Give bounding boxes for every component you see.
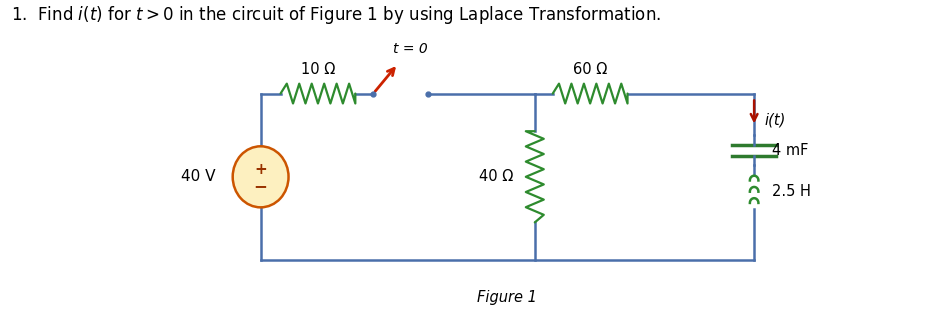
Text: Figure 1: Figure 1 bbox=[478, 290, 537, 305]
Text: t = 0: t = 0 bbox=[394, 42, 428, 56]
Text: 40 Ω: 40 Ω bbox=[479, 169, 513, 184]
Text: i(t): i(t) bbox=[764, 113, 786, 128]
Text: 40 V: 40 V bbox=[181, 169, 216, 184]
Text: 1.  Find $i(t)$ for $t > 0$ in the circuit of Figure 1 by using Laplace Transfor: 1. Find $i(t)$ for $t > 0$ in the circui… bbox=[11, 4, 661, 26]
Ellipse shape bbox=[232, 146, 288, 207]
Text: +: + bbox=[254, 162, 267, 177]
Text: 60 Ω: 60 Ω bbox=[573, 62, 607, 77]
Text: 2.5 H: 2.5 H bbox=[773, 184, 811, 199]
Text: 10 Ω: 10 Ω bbox=[300, 62, 335, 77]
Text: −: − bbox=[254, 177, 268, 195]
Text: 4 mF: 4 mF bbox=[773, 142, 809, 157]
